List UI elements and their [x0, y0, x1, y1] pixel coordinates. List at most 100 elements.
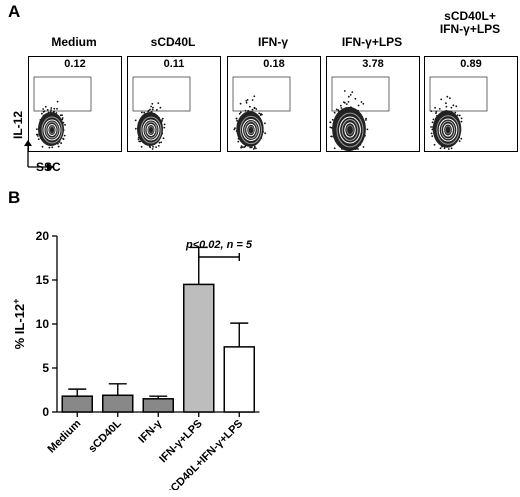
event-dot [347, 101, 350, 103]
event-dot [258, 112, 261, 115]
event-dot [333, 111, 336, 114]
event-dot [244, 145, 247, 148]
event-dot [446, 95, 449, 98]
event-dot [157, 145, 160, 147]
event-dot [160, 141, 163, 144]
event-dot [56, 107, 58, 110]
event-dot [365, 119, 367, 121]
event-dot [445, 105, 448, 108]
contour-line [142, 119, 160, 141]
event-dot [438, 108, 441, 110]
event-dot [240, 146, 242, 149]
contour-plot [329, 76, 390, 151]
event-dot [161, 117, 164, 120]
contour-line [45, 121, 59, 139]
contour-line [41, 116, 63, 144]
event-dot [151, 148, 154, 150]
axis-arrows-icon [24, 140, 54, 171]
contour-line [440, 120, 456, 140]
event-dot [251, 99, 254, 101]
event-dot [151, 108, 154, 111]
event-dot [139, 140, 142, 143]
event-dot [41, 145, 44, 148]
event-dot [253, 95, 256, 98]
contour-line [344, 122, 356, 138]
event-dot [434, 106, 436, 109]
flow-plot-title-line: sCD40L+ [444, 9, 496, 23]
event-dot [439, 147, 442, 150]
event-dot [246, 99, 249, 101]
event-dot [236, 119, 238, 122]
event-dot [238, 112, 241, 115]
event-dot [329, 126, 332, 129]
gate-percentage: 0.11 [163, 58, 185, 70]
event-dot [331, 118, 334, 121]
event-dot [357, 104, 360, 107]
event-dot [249, 146, 252, 149]
event-dot [245, 100, 248, 102]
event-dot [458, 140, 461, 142]
event-dot [447, 148, 450, 150]
event-dot [159, 106, 162, 109]
event-dot [357, 148, 359, 150]
contour-line [148, 126, 154, 134]
contour-line [244, 121, 258, 139]
gate-rectangle [331, 76, 390, 112]
contour-plot [132, 76, 191, 150]
event-dot [450, 147, 453, 150]
y-tick-label: 15 [36, 273, 50, 287]
contour-line [346, 124, 354, 136]
event-dot [51, 146, 54, 149]
flow-plot: 0.12 [28, 56, 122, 152]
event-dot [255, 147, 257, 150]
event-dot [251, 108, 254, 111]
bar [183, 283, 215, 413]
event-dot [61, 117, 64, 119]
event-dot [264, 132, 266, 135]
gate-rectangle [429, 76, 488, 112]
event-dot [430, 132, 433, 135]
event-dot [252, 148, 255, 150]
ssc-axis-label: SSC [36, 160, 61, 174]
flow-plot-title-line: Medium [51, 35, 97, 49]
contour-line [43, 119, 61, 141]
event-dot [234, 127, 236, 129]
event-dot [161, 119, 163, 121]
event-dot [57, 145, 60, 148]
event-dot [443, 147, 446, 150]
x-tick-label: IFN-γ [136, 417, 165, 446]
event-dot [264, 122, 266, 125]
event-dot [249, 105, 251, 108]
event-dot [50, 107, 53, 109]
event-dot [329, 121, 332, 124]
event-dot [366, 128, 369, 131]
contour-plot [232, 76, 291, 150]
bar [61, 395, 93, 413]
event-dot [60, 142, 63, 145]
gate-rectangle [33, 76, 92, 112]
event-dot [150, 105, 152, 108]
event-dot [255, 108, 258, 110]
event-dot [240, 145, 243, 147]
contour-line [336, 112, 364, 148]
flow-plot-title-line: IFN-γ [258, 35, 288, 49]
event-dot [440, 98, 443, 101]
event-dot [62, 138, 65, 140]
event-dot [50, 109, 52, 111]
gate-percentage: 0.12 [64, 58, 86, 70]
event-dot [56, 100, 59, 103]
contour-line [240, 115, 262, 145]
event-dot [147, 109, 150, 112]
event-dot [134, 119, 137, 122]
event-dot [431, 121, 434, 124]
flow-plot-title: sCD40L [125, 36, 221, 49]
event-dot [250, 146, 253, 149]
event-dot [253, 107, 256, 110]
flow-plot-title: IFN-γ+LPS [324, 36, 420, 49]
event-dot [362, 102, 365, 105]
event-dot [458, 114, 461, 117]
event-dot [452, 104, 455, 107]
event-dot [163, 123, 166, 126]
event-dot [330, 135, 332, 138]
y-tick-label: 10 [36, 317, 50, 331]
